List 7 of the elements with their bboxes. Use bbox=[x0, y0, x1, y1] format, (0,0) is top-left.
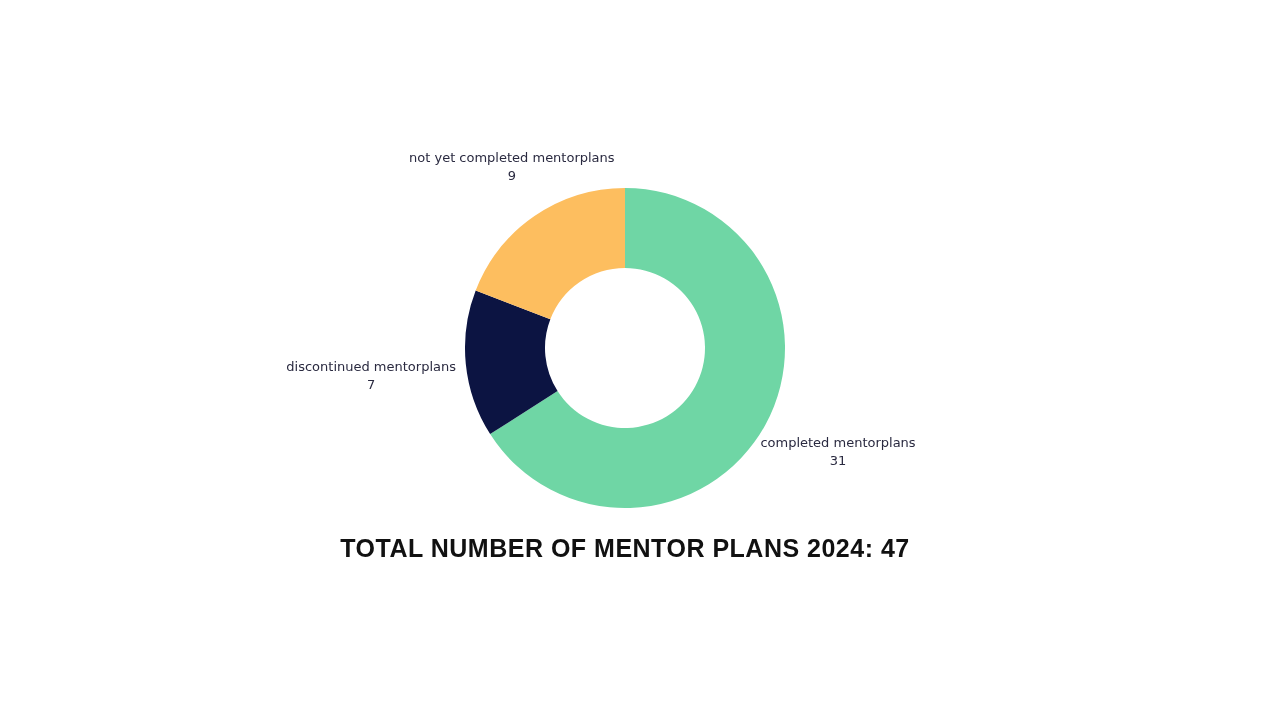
data-label: 31 bbox=[829, 453, 847, 469]
slice-label: completed mentorplans bbox=[760, 435, 916, 451]
data-label: 9 bbox=[507, 168, 516, 184]
text: TOTAL NUMBER OF MENTOR PLANS 2024: 47 bbox=[339, 534, 911, 563]
data-label: 7 bbox=[367, 377, 376, 393]
slice-label: not yet completed mentorplans bbox=[409, 150, 615, 166]
slice-label: discontinued mentorplans bbox=[286, 359, 457, 375]
